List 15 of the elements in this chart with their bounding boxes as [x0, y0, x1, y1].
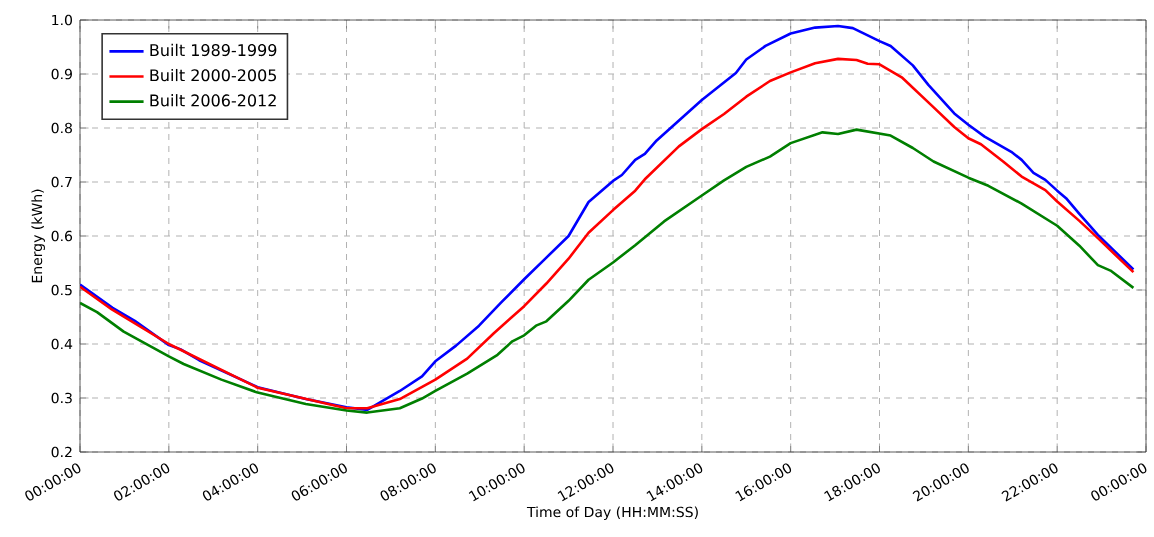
y-tick-label: 0.2 [51, 446, 72, 458]
legend-label: Built 2006-2012 [150, 94, 276, 107]
y-tick-label: 0.9 [51, 68, 72, 80]
y-tick-label: 0.8 [51, 122, 72, 134]
line-series [80, 128, 1135, 414]
x-axis-title: Time of Day (HH:MM:SS) [526, 506, 698, 520]
y-tick-label: 0.3 [51, 392, 72, 404]
y-tick-label: 1.0 [52, 14, 72, 26]
y-tick-label: 0.6 [51, 230, 73, 242]
legend-label: Built 1989-1999 [150, 43, 277, 57]
y-axis-title: Energy (kWh) [31, 189, 45, 283]
y-tick-label: 0.5 [51, 284, 72, 296]
y-tick-label: 0.7 [51, 176, 72, 188]
y-tick-label: 0.4 [51, 338, 73, 350]
legend-label: Built 2000-2005 [150, 68, 277, 82]
